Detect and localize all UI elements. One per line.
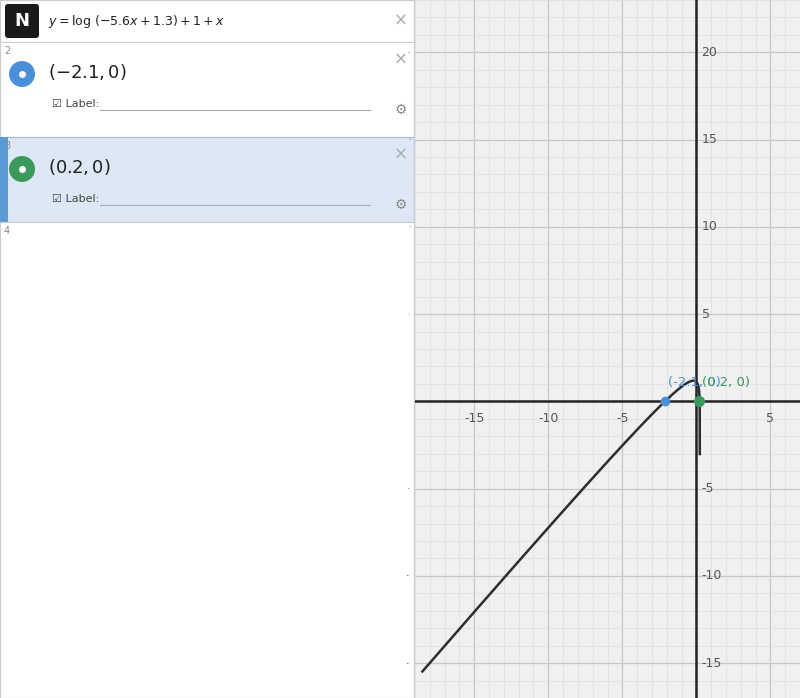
Text: 20: 20	[702, 46, 718, 59]
Text: ☑ Label:: ☑ Label:	[52, 99, 99, 109]
Text: ☑ Label:: ☑ Label:	[52, 194, 99, 204]
Text: -10: -10	[702, 570, 722, 582]
Text: 4: 4	[4, 226, 10, 236]
Text: 5: 5	[766, 412, 774, 425]
Text: -5: -5	[616, 412, 629, 425]
Bar	[0, 137, 8, 222]
Text: 2: 2	[4, 46, 10, 56]
Text: $(0.2, 0)$: $(0.2, 0)$	[48, 157, 110, 177]
Text: N: N	[14, 12, 30, 30]
Text: 15: 15	[702, 133, 718, 146]
Bar	[0, 222, 415, 698]
Text: ×: ×	[394, 146, 408, 164]
Bar	[0, 42, 415, 137]
Text: ×: ×	[394, 51, 408, 69]
Text: -15: -15	[702, 657, 722, 669]
Text: (0.2, 0): (0.2, 0)	[702, 376, 750, 389]
Bar	[0, 0, 415, 42]
Text: ×: ×	[394, 12, 408, 30]
Text: $y = \log\,(-5.6x + 1.3) + 1 + x$: $y = \log\,(-5.6x + 1.3) + 1 + x$	[48, 13, 225, 29]
Bar	[0, 137, 415, 222]
Text: -5: -5	[702, 482, 714, 495]
Text: ⚙: ⚙	[394, 103, 407, 117]
Circle shape	[9, 156, 35, 182]
Text: (-2.1, 0): (-2.1, 0)	[668, 376, 721, 389]
Text: 3: 3	[4, 141, 10, 151]
Text: -15: -15	[464, 412, 485, 425]
Text: 5: 5	[702, 308, 710, 320]
Text: 10: 10	[702, 221, 718, 233]
Text: $(-2.1, 0)$: $(-2.1, 0)$	[48, 62, 127, 82]
Circle shape	[9, 61, 35, 87]
Text: ⚙: ⚙	[394, 198, 407, 212]
Text: -10: -10	[538, 412, 558, 425]
FancyBboxPatch shape	[5, 4, 39, 38]
